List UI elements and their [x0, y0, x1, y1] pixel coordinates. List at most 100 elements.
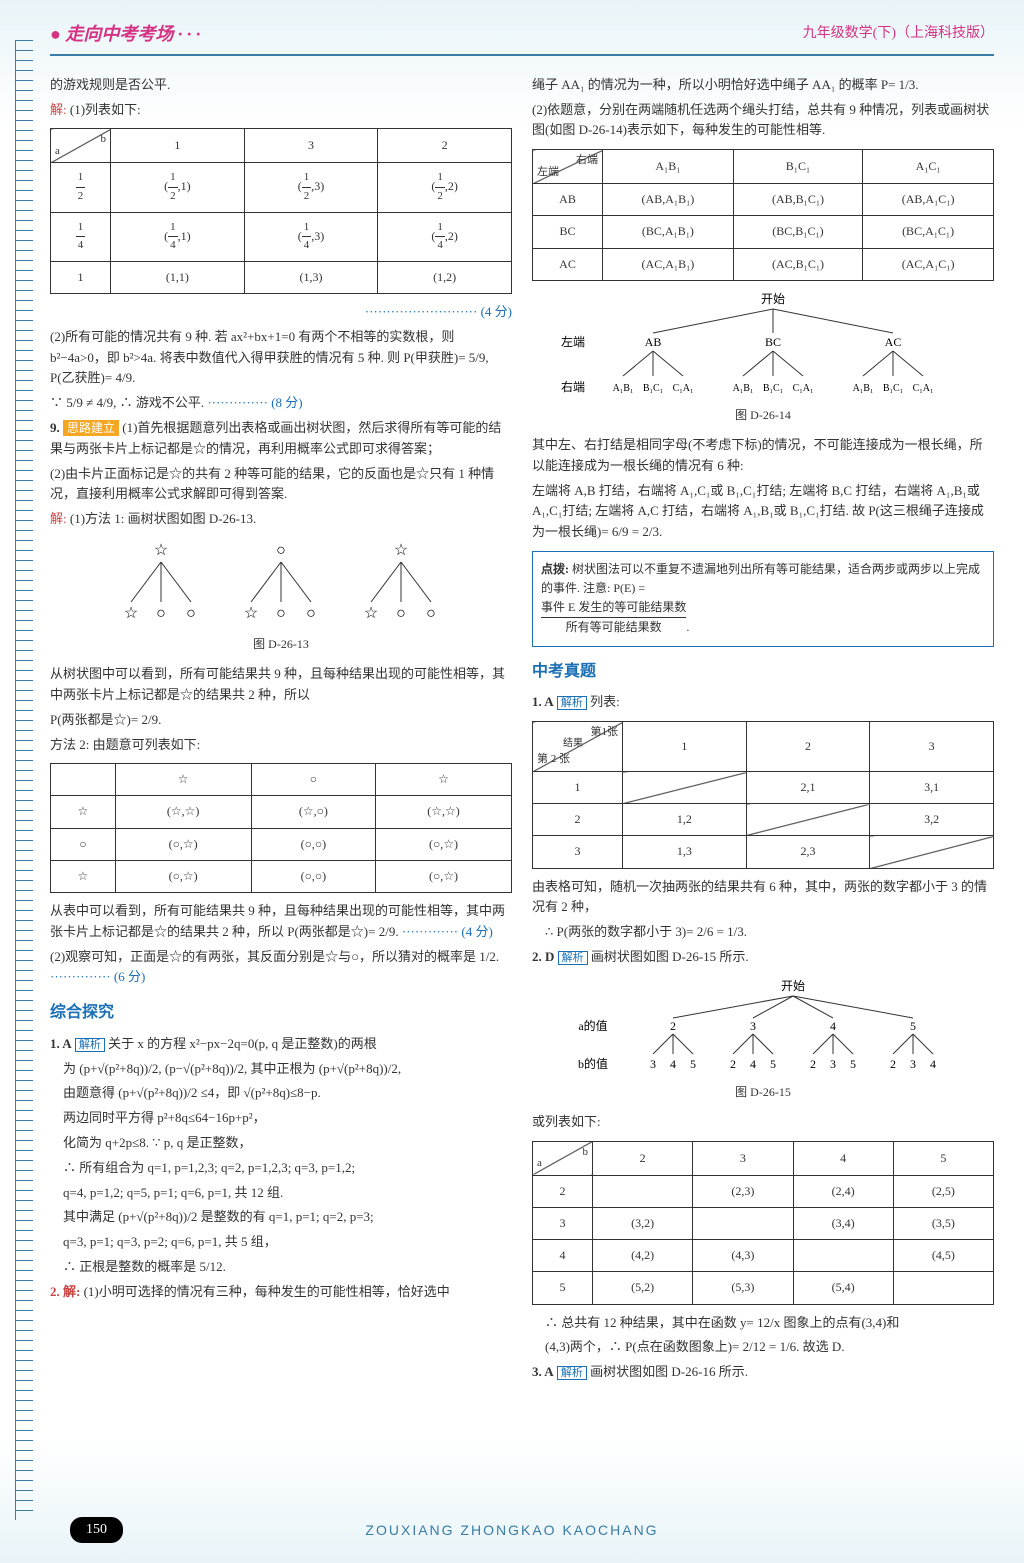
- cell: (1,2): [378, 261, 512, 293]
- ruler-decoration: [15, 40, 33, 1520]
- c: (○,☆): [115, 860, 251, 892]
- svg-text:☆: ☆: [364, 605, 378, 622]
- svg-text:○: ○: [426, 605, 436, 622]
- svg-text:☆: ☆: [154, 542, 168, 559]
- diag-top: b: [101, 131, 107, 149]
- h: ☆: [376, 764, 512, 796]
- svg-text:4: 4: [830, 1019, 836, 1033]
- c: (BC,B₁C₁): [733, 216, 862, 248]
- svg-text:○: ○: [306, 605, 316, 622]
- table-3: 右端 左端 A₁B₁ B₁C₁ A₁C₁ AB(AB,A₁B₁)(AB,B₁C₁…: [532, 149, 994, 281]
- c: (BC,A₁C₁): [863, 216, 994, 248]
- col-h: 4: [793, 1141, 893, 1175]
- c: ☆: [51, 860, 116, 892]
- svg-text:4: 4: [750, 1057, 756, 1071]
- svg-text:2: 2: [730, 1057, 736, 1071]
- h: [51, 764, 116, 796]
- r2-text: 画树状图如图 D-26-15 所示.: [591, 949, 749, 964]
- intro-text: 的游戏规则是否公平.: [50, 75, 512, 96]
- table-2: ☆ ○ ☆ ☆(☆,☆)(☆,○)(☆,☆) ○(○,☆)(○,○)(○,☆) …: [50, 763, 512, 893]
- tree2-caption: 图 D-26-14: [532, 406, 994, 425]
- q2-label: 2. 解:: [50, 1284, 80, 1299]
- analysis-tag: 解析: [557, 1366, 587, 1380]
- svg-text:B₁C₁: B₁C₁: [883, 383, 903, 394]
- cell: (14,2): [378, 212, 512, 261]
- c: 5: [533, 1272, 593, 1304]
- sol-label: 解:: [50, 511, 67, 526]
- box-text: 树状图法可以不重复不遗漏地列出所有等可能结果，适合两步或两步以上完成的事件. 注…: [541, 562, 980, 595]
- cell: (1,1): [111, 261, 245, 293]
- score-text: (8 分): [271, 395, 302, 410]
- content-columns: 的游戏规则是否公平. 解: (1)列表如下: b a 1 3 2 12 (12: [50, 71, 994, 1387]
- r1-p1: 由表格可知，随机一次抽两张的结果共有 6 种，其中，两张的数字都小于 3 的情况…: [532, 877, 994, 919]
- c: ○: [51, 828, 116, 860]
- c: (AB,A₁C₁): [863, 184, 994, 216]
- cell: (14,1): [111, 212, 245, 261]
- q9-p4: P(两张都是☆)= 2/9.: [50, 710, 512, 731]
- c: (2,4): [793, 1175, 893, 1207]
- svg-text:A₁B₁: A₁B₁: [733, 383, 754, 394]
- q9-text2: (2)由卡片正面标记是☆的共有 2 种等可能的结果，它的反面也是☆只有 1 种情…: [50, 464, 512, 506]
- thinking-tag: 思路建立: [63, 420, 119, 436]
- c: (○,○): [251, 828, 375, 860]
- c: (5,3): [693, 1272, 793, 1304]
- score-text: (4 分): [481, 304, 512, 319]
- c: [593, 1175, 693, 1207]
- c: (5,2): [593, 1272, 693, 1304]
- r1-p2: ∴ P(两张的数字都小于 3)= 2/6 = 1/3.: [532, 922, 994, 943]
- h: ☆: [115, 764, 251, 796]
- svg-text:A₁B₁: A₁B₁: [853, 383, 874, 394]
- cell: (12,2): [378, 163, 512, 212]
- c: (3,4): [793, 1207, 893, 1239]
- paragraph: ∵ 5/9 ≠ 4/9, ∴ 游戏不公平. ·············· (8 …: [50, 393, 512, 414]
- score-1: ·························· (4 分): [50, 302, 512, 323]
- c: [870, 836, 994, 868]
- tree1-caption: 图 D-26-13: [50, 635, 512, 654]
- c: (☆,☆): [376, 796, 512, 828]
- svg-text:☆: ☆: [244, 605, 258, 622]
- c: (4,5): [893, 1240, 993, 1272]
- q1a-3: 由题意得 (p+√(p²+8q))/2 ≤4，即 √(p²+8q)≤8−p.: [50, 1083, 512, 1104]
- svg-text:☆: ☆: [124, 605, 138, 622]
- c: 4: [533, 1240, 593, 1272]
- q1a-10: ∴ 正根是整数的概率是 5/12.: [50, 1257, 512, 1278]
- col-h: 3: [693, 1141, 793, 1175]
- q2: 2. 解: (1)小明可选择的情况有三种，每种发生的可能性相等，恰好选中: [50, 1282, 512, 1303]
- analysis-tag: 解析: [558, 951, 588, 965]
- r3-label: 3. A: [532, 1364, 554, 1379]
- box-title: 点拨:: [541, 562, 569, 576]
- c: [693, 1207, 793, 1239]
- c: 2,3: [746, 836, 870, 868]
- c: 1,2: [623, 804, 747, 836]
- diag-top: 右端: [576, 152, 598, 170]
- page-number: 150: [70, 1517, 123, 1543]
- c: (4,2): [593, 1240, 693, 1272]
- analysis-tag: 解析: [75, 1038, 105, 1052]
- q1a-label: 1. A: [50, 1036, 72, 1051]
- r-p3: 其中左、右打结是相同字母(不考虑下标)的情况，不可能连接成为一根长绳，所以能连接…: [532, 435, 994, 477]
- col-h: A₁C₁: [863, 150, 994, 184]
- cell: (12,1): [111, 163, 245, 212]
- svg-text:右端: 右端: [561, 379, 585, 394]
- c: (○,☆): [115, 828, 251, 860]
- c: (5,4): [793, 1272, 893, 1304]
- c: AC: [533, 248, 603, 280]
- q1a-9: q=3, p=1; q=3, p=2; q=6, p=1, 共 5 组，: [50, 1232, 512, 1253]
- q9: 9. 思路建立 (1)首先根据题意列出表格或画出树状图，然后求得所有等可能的结果…: [50, 418, 512, 460]
- frac-bot: 所有等可能结果数: [566, 620, 662, 634]
- diag-left: 左端: [537, 164, 559, 182]
- c: (BC,A₁B₁): [603, 216, 734, 248]
- header-subtitle: 九年级数学(下)（上海科技版）: [803, 23, 994, 45]
- r1-text: 列表:: [590, 694, 620, 709]
- c: (AC,A₁C₁): [863, 248, 994, 280]
- col-h: 2: [378, 129, 512, 163]
- diag-header: b a: [533, 1141, 593, 1175]
- method1: (1)方法 1: 画树状图如图 D-26-13.: [70, 511, 256, 526]
- method2: 方法 2: 由题意可列表如下:: [50, 735, 512, 756]
- c: 2: [533, 1175, 593, 1207]
- solution-label: 解:: [50, 102, 67, 117]
- svg-text:B₁C₁: B₁C₁: [763, 383, 783, 394]
- q2-text: (1)小明可选择的情况有三种，每种发生的可能性相等，恰好选中: [84, 1284, 450, 1299]
- c: [893, 1272, 993, 1304]
- r3-text: 画树状图如图 D-26-16 所示.: [590, 1364, 748, 1379]
